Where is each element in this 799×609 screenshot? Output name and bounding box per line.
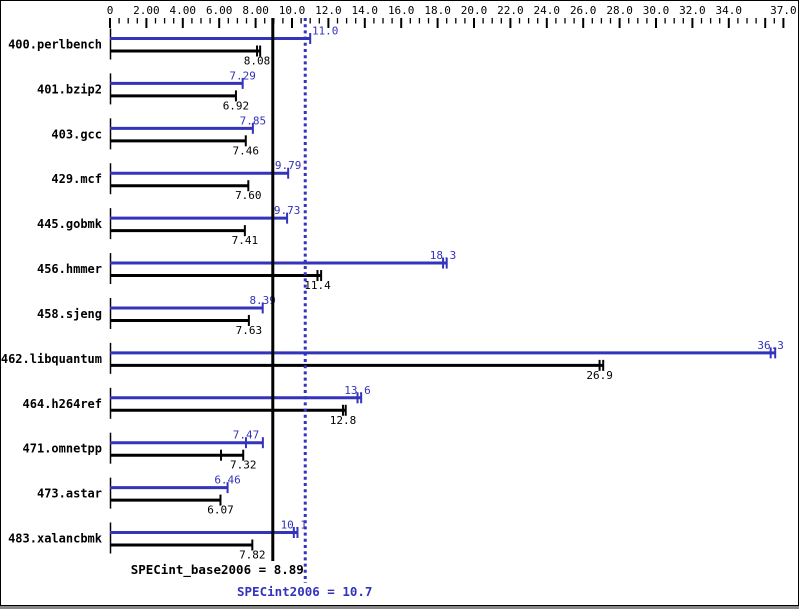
benchmark-row: 456.hmmer 18.3 11.4	[37, 249, 456, 292]
axis-tick-label: 24.0	[534, 4, 561, 17]
benchmark-row: 483.xalancbmk 10.1 7.82	[8, 519, 307, 562]
axis-tick-label: 18.0	[424, 4, 451, 17]
axis-tick-label: 12.0	[315, 4, 342, 17]
axis-tick-label: 28.0	[606, 4, 633, 17]
axis-tick-label: 20.0	[461, 4, 488, 17]
base-value-label: 8.08	[244, 55, 271, 68]
x-axis-ruler: 0 2.00 4.00 6.00 8.00 10.0 12.0 14.0 16.0 18.0 20.…	[107, 4, 797, 28]
axis-tick-label: 34.0	[716, 4, 743, 17]
base-value-label: 12.8	[330, 414, 357, 427]
base-value-label: 7.46	[233, 144, 260, 157]
benchmark-row: 471.omnetpp 7.47 7.32	[23, 429, 264, 472]
benchmark-label: 464.h264ref	[23, 397, 102, 411]
peak-value-label: 7.85	[240, 114, 267, 127]
base-value-label: 7.60	[235, 189, 262, 202]
base-value-label: 7.63	[236, 324, 263, 337]
axis-tick-label: 14.0	[352, 4, 379, 17]
benchmark-label: 473.astar	[37, 487, 102, 501]
benchmark-row: 401.bzip2 7.29 6.92	[37, 69, 256, 112]
base-value-label: 7.41	[232, 234, 259, 247]
peak-value-label: 10.1	[281, 519, 308, 532]
base-value-label: 6.07	[207, 504, 234, 517]
axis-tick-label: 22.0	[497, 4, 524, 17]
peak-value-label: 9.79	[275, 159, 302, 172]
benchmark-row: 464.h264ref 13.6 12.8	[23, 384, 371, 427]
axis-tick-label: 0	[107, 4, 114, 17]
axis-tick-label: 2.00	[133, 4, 160, 17]
peak-value-label: 7.47	[233, 429, 260, 442]
peak-value-label: 7.29	[229, 69, 256, 82]
axis-tick-label: 30.0	[643, 4, 670, 17]
base-value-label: 11.4	[304, 279, 331, 292]
benchmark-label: 403.gcc	[51, 127, 102, 141]
axis-tick-label: 37.0	[770, 4, 797, 17]
base-value-label: 6.92	[223, 99, 250, 112]
axis-tick-label: 32.0	[679, 4, 706, 17]
benchmark-row: 403.gcc 7.85 7.46	[51, 114, 266, 157]
peak-value-label: 9.73	[274, 204, 301, 217]
benchmark-label: 483.xalancbmk	[8, 532, 103, 546]
benchmark-label: 458.sjeng	[37, 307, 102, 321]
axis-tick-label: 10.0	[279, 4, 306, 17]
peak-value-label: 36.3	[757, 339, 784, 352]
axis-tick-label: 26.0	[570, 4, 597, 17]
peak-value-label: 11.0	[312, 25, 339, 38]
benchmark-row: 429.mcf 9.79 7.60	[51, 159, 301, 202]
benchmark-label: 400.perlbench	[8, 38, 102, 52]
peak-value-label: 6.46	[214, 474, 241, 487]
axis-tick-label: 8.00	[242, 4, 269, 17]
benchmark-row: 458.sjeng 8.39 7.63	[37, 294, 276, 337]
peak-value-label: 13.6	[344, 384, 371, 397]
axis-tick-label: 16.0	[388, 4, 415, 17]
benchmark-row: 400.perlbench 11.0 8.08	[8, 25, 338, 68]
benchmark-label: 401.bzip2	[37, 82, 102, 96]
base-mean-label: SPECint_base2006 = 8.89	[131, 562, 304, 578]
peak-value-label: 18.3	[430, 249, 457, 262]
benchmark-label: 462.libquantum	[1, 352, 102, 366]
base-value-label: 7.82	[239, 549, 266, 562]
axis-tick-label: 6.00	[206, 4, 233, 17]
benchmark-row: 445.gobmk 9.73 7.41	[37, 204, 300, 247]
peak-mean-label: SPECint2006 = 10.7	[237, 584, 372, 599]
peak-value-label: 8.39	[249, 294, 276, 307]
benchmark-row: 473.astar 6.46 6.07	[37, 474, 241, 517]
base-value-label: 7.32	[230, 459, 257, 472]
axis-tick-label: 4.00	[170, 4, 197, 17]
benchmark-row: 462.libquantum 36.3 26.9	[1, 339, 784, 382]
base-value-label: 26.9	[586, 369, 613, 382]
benchmark-label: 429.mcf	[51, 172, 102, 186]
benchmark-label: 456.hmmer	[37, 262, 102, 276]
benchmark-label: 471.omnetpp	[23, 442, 102, 456]
benchmark-label: 445.gobmk	[37, 217, 103, 231]
